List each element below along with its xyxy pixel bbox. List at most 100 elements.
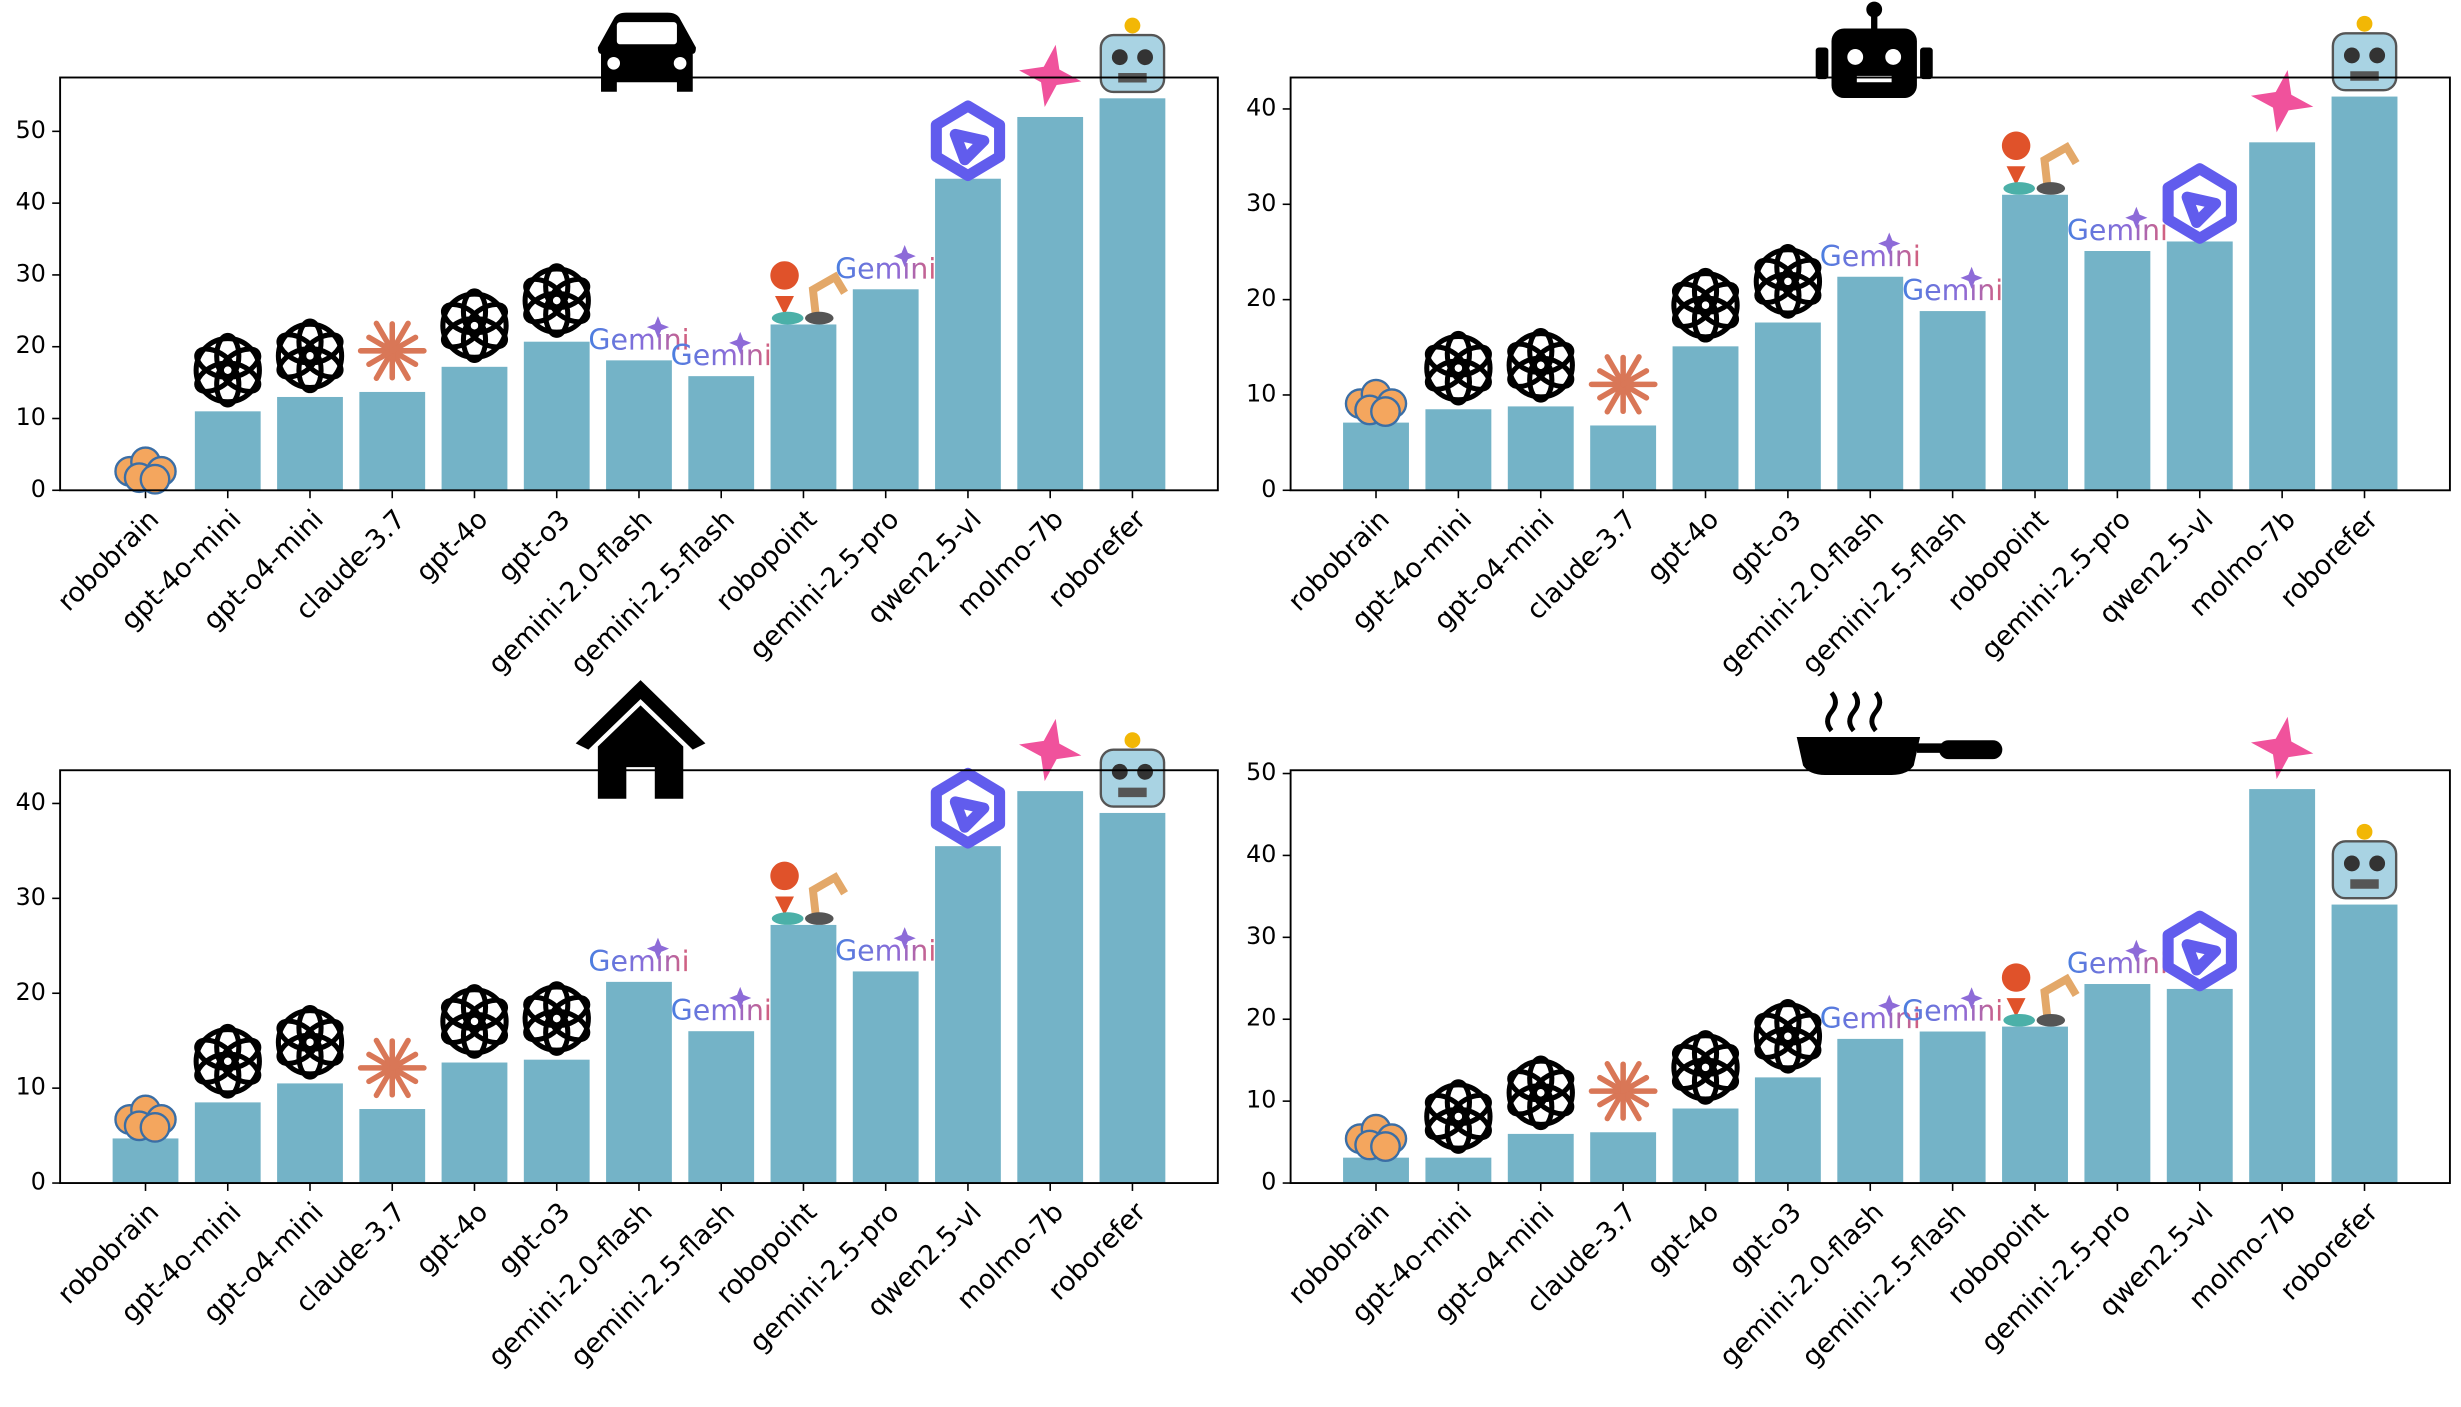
bar: [935, 846, 1001, 1184]
gemini-logo: Gemini: [1820, 1002, 1921, 1035]
y-tick-label: 0: [31, 1168, 46, 1196]
gemini-logo: Gemini: [2067, 947, 2168, 980]
model-logo: [275, 1004, 345, 1080]
robot-head: [2331, 32, 2398, 92]
robot-head: [1099, 748, 1166, 808]
openai-ring: [1506, 331, 1575, 400]
gemini-star: [893, 244, 916, 268]
gemini-logo: Gemini: [588, 945, 689, 978]
bar: [770, 924, 837, 1184]
openai-petal: [440, 997, 484, 1031]
y-tick-label: 20: [1246, 1004, 1276, 1032]
gemini-star: [646, 316, 670, 339]
openai-ring: [1424, 1082, 1493, 1151]
openai-petal: [1672, 1043, 1715, 1077]
bar: [1837, 276, 1904, 491]
x-tick-label: gemini-2.5-pro: [744, 504, 906, 666]
openai-petal: [1507, 1069, 1550, 1103]
model-logo: [357, 320, 427, 381]
y-tick-label: 30: [16, 259, 46, 287]
robot-antenna: [2356, 823, 2373, 840]
brain-lobe: [1370, 396, 1401, 427]
bar: [935, 178, 1001, 491]
openai-petal: [1754, 257, 1797, 291]
gemini-star: [729, 986, 752, 1010]
bar: [1507, 1133, 1574, 1184]
bar: [2331, 96, 2398, 491]
robot-icon: [1815, 1, 1933, 99]
pin-base: [771, 311, 804, 325]
axes-frame: [1289, 76, 2451, 492]
claude-ray: [389, 334, 419, 354]
gemini-star: [2125, 206, 2148, 229]
openai-ring: [440, 987, 509, 1056]
y-tick-label: 20: [1246, 284, 1276, 312]
bar: [2002, 1026, 2068, 1184]
model-logo: Gemini: [671, 331, 772, 372]
gemini-logo: Gemini: [1902, 995, 2003, 1028]
model-logo: [1344, 1113, 1408, 1163]
pin-base: [2003, 182, 2036, 195]
qwen-logo: [2162, 163, 2237, 244]
qwen-logo: [2162, 910, 2237, 992]
y-tick-label: 40: [16, 788, 46, 816]
bar: [359, 391, 426, 491]
gemini-star: [1878, 994, 1901, 1017]
y-tick-label: 0: [1261, 475, 1276, 503]
openai-ring: [522, 984, 591, 1053]
bar: [2166, 241, 2233, 491]
robot-eye: [1137, 763, 1154, 780]
y-tick-label: 30: [1246, 922, 1276, 950]
bar: [277, 396, 343, 491]
bar: [1507, 406, 1574, 491]
x-tick-label: gemini-2.5-pro: [1975, 1197, 2137, 1359]
bar: [852, 971, 919, 1184]
molmo-logo: [1019, 718, 1082, 782]
robot-antenna: [1124, 732, 1141, 749]
model-logo: [1344, 378, 1408, 427]
model-logo: Gemini: [1820, 232, 1921, 273]
model-logo: [2331, 823, 2398, 900]
bar: [2084, 984, 2151, 1184]
model-logo: Gemini: [2067, 206, 2168, 247]
qwen-logo: [930, 767, 1006, 849]
openai-petal: [440, 301, 484, 336]
bar: [770, 324, 837, 491]
model-logo: [1671, 267, 1740, 343]
y-tick-label: 40: [1246, 840, 1276, 868]
bar: [1017, 791, 1084, 1184]
bar: [1754, 1077, 1821, 1184]
openai-petal: [194, 1037, 237, 1071]
model-logo: Gemini: [2067, 939, 2168, 980]
robot-mouth: [2350, 71, 2379, 81]
bar: [688, 376, 755, 491]
model-logo: [114, 446, 177, 495]
openai-petal: [523, 276, 566, 311]
robot-antenna: [2356, 15, 2373, 32]
pin: [770, 261, 799, 315]
pan-icon: [1796, 691, 2003, 775]
gemini-logo: Gemini: [671, 339, 772, 372]
model-logo: [1099, 732, 1166, 808]
robot-eye: [1111, 49, 1128, 66]
model-logo: Gemini: [835, 927, 936, 967]
model-logo: [1671, 1030, 1740, 1105]
openai-ring: [1424, 333, 1493, 403]
y-tick-label: 10: [16, 1073, 46, 1101]
bar: [2331, 904, 2398, 1184]
model-logo: [1099, 17, 1166, 94]
y-tick-label: 0: [1261, 1168, 1276, 1196]
model-logo: Gemini: [1902, 266, 2003, 307]
bar: [194, 1102, 261, 1184]
x-tick-label: gpt-4o: [410, 504, 494, 588]
car-icon: [597, 12, 696, 92]
y-tick-label: 50: [1246, 758, 1276, 786]
model-logo: [770, 861, 848, 925]
axes-frame: [59, 76, 1219, 492]
openai-ring: [1671, 271, 1740, 340]
y-tick-label: 40: [16, 188, 46, 216]
y-tick-label: 30: [1246, 189, 1276, 217]
y-tick-label: 20: [16, 978, 46, 1006]
